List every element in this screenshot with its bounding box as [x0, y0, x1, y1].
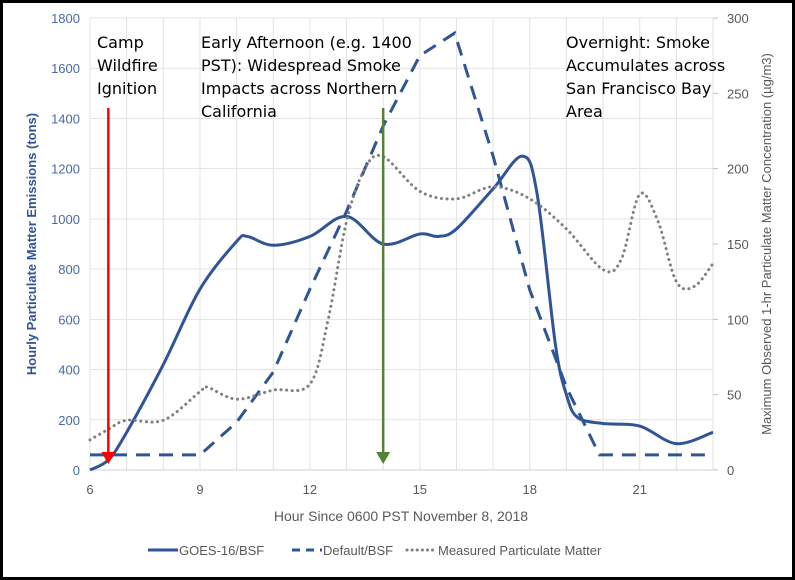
ticks: 0 200 400 600 800 1000 1200 1400 1600 1800 0 50 100 1…	[51, 11, 749, 497]
x-tick-label: 6	[86, 482, 93, 497]
annotation-text: Accumulates across	[566, 56, 725, 75]
x-tick-label: 18	[523, 482, 537, 497]
legend-label: Measured Particulate Matter	[438, 543, 602, 558]
y-tick-label: 1400	[51, 111, 80, 126]
series-line-goes-16-bsf	[89, 154, 714, 472]
annotation-text: Ignition	[97, 79, 157, 98]
annotation-text: Impacts across Northern	[201, 79, 397, 98]
annotation-text: California	[201, 102, 277, 121]
annotation-arrow-head	[101, 452, 116, 464]
y-tick-label: 200	[58, 413, 80, 428]
series-line-measured-particulate-matter	[88, 153, 715, 442]
y-tick-label: 1200	[51, 162, 80, 177]
annotation-text: Wildfire	[97, 56, 158, 75]
y-tick-label: 400	[58, 363, 80, 378]
y2-tick-label: 0	[727, 463, 734, 478]
y2-tick-label: 250	[727, 86, 749, 101]
series-layer	[88, 30, 715, 472]
y-tick-label: 1600	[51, 61, 80, 76]
legend: GOES-16/BSF Default/BSF Measured Particula…	[148, 543, 602, 558]
legend-label: GOES-16/BSF	[179, 543, 264, 558]
y-tick-label: 800	[58, 262, 80, 277]
y-tick-label: 0	[73, 463, 80, 478]
y2-axis-label: Maximum Observed 1-hr Particulate Matter…	[759, 53, 774, 435]
y-tick-label: 600	[58, 312, 80, 327]
legend-label: Default/BSF	[323, 543, 393, 558]
annotation-arrow-head	[376, 452, 391, 464]
y2-tick-label: 100	[727, 312, 749, 327]
x-tick-label: 12	[303, 482, 317, 497]
y2-tick-label: 150	[727, 237, 749, 252]
annotation-text: Early Afternoon (e.g. 1400	[201, 33, 412, 52]
y2-tick-label: 300	[727, 11, 749, 26]
annotations: Camp Wildfire Ignition Early Afternoon (e.g…	[97, 33, 725, 464]
annotation-text: PST): Widespread Smoke	[201, 56, 401, 75]
x-axis-label: Hour Since 0600 PST November 8, 2018	[274, 508, 528, 524]
x-tick-label: 15	[413, 482, 427, 497]
annotation-text: Area	[566, 102, 603, 121]
y2-tick-label: 200	[727, 162, 749, 177]
annotation-text: Overnight: Smoke	[566, 33, 710, 52]
x-tick-label: 21	[632, 482, 646, 497]
x-tick-label: 9	[196, 482, 203, 497]
y-tick-label: 1800	[51, 11, 80, 26]
y2-tick-label: 50	[727, 388, 741, 403]
y-tick-label: 1000	[51, 212, 80, 227]
annotation-text: San Francisco Bay	[566, 79, 711, 98]
y-axis-label: Hourly Particulate Matter Emissions (ton…	[24, 113, 39, 375]
annotation-text: Camp	[97, 33, 144, 52]
